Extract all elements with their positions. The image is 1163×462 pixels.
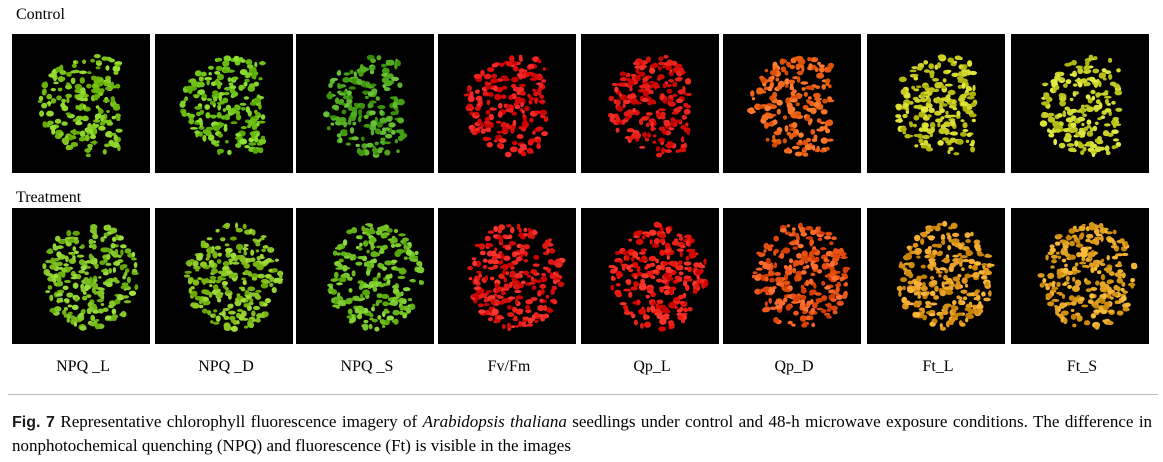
fluorescence-image-treatment-3 xyxy=(296,208,434,344)
fluorescence-image-treatment-2 xyxy=(155,208,293,344)
seedling-fluorescence-image xyxy=(1037,222,1138,330)
fluorescence-image-treatment-8 xyxy=(1011,208,1149,344)
column-label: Qp_D xyxy=(774,358,814,375)
seedling-fluorescence-image xyxy=(896,220,995,331)
column-label: Fv/Fm xyxy=(487,358,531,375)
seedling-fluorescence-image xyxy=(751,222,851,328)
seedling-fluorescence-image xyxy=(608,221,709,332)
caption-text-after: seedlings under control and 48-h microwa… xyxy=(12,412,1153,455)
seedling-fluorescence-image xyxy=(607,55,692,158)
seedling-fluorescence-image xyxy=(895,54,978,156)
fluorescence-image-control-8 xyxy=(1011,34,1149,173)
fluorescence-image-control-4 xyxy=(438,34,576,173)
seedling-fluorescence-image xyxy=(183,222,284,332)
seedling-fluorescence-image xyxy=(323,54,408,158)
seedling-fluorescence-image xyxy=(463,54,549,158)
row-label-control: Control xyxy=(16,6,65,23)
seedling-fluorescence-image xyxy=(42,224,139,331)
column-label: Qp_L xyxy=(633,358,671,375)
column-label: Ft_L xyxy=(922,358,954,375)
fluorescence-image-treatment-4 xyxy=(438,208,576,344)
fluorescence-image-control-1 xyxy=(12,34,150,173)
fluorescence-image-control-7 xyxy=(867,34,1005,173)
seedling-fluorescence-image xyxy=(467,223,566,332)
column-label: Ft_S xyxy=(1066,358,1098,375)
fluorescence-image-control-6 xyxy=(723,34,861,173)
column-label: NPQ _L xyxy=(56,358,110,375)
seedling-fluorescence-image xyxy=(37,54,123,158)
column-label: NPQ _S xyxy=(340,358,394,375)
fluorescence-image-treatment-1 xyxy=(12,208,150,344)
seedling-fluorescence-image xyxy=(747,55,835,157)
fluorescence-image-control-2 xyxy=(155,34,293,173)
column-label: NPQ _D xyxy=(198,358,254,375)
caption-divider xyxy=(8,394,1158,395)
caption-label: Fig. 7 xyxy=(12,414,55,431)
row-label-treatment: Treatment xyxy=(16,189,82,206)
fluorescence-image-control-3 xyxy=(296,34,434,173)
caption-species: Arabidopsis thaliana xyxy=(422,412,567,431)
seedling-fluorescence-image xyxy=(1039,54,1123,157)
fluorescence-image-treatment-6 xyxy=(723,208,861,344)
fluorescence-image-treatment-7 xyxy=(867,208,1005,344)
fluorescence-image-treatment-5 xyxy=(581,208,719,344)
seedling-fluorescence-image xyxy=(327,223,425,332)
seedling-fluorescence-image xyxy=(179,55,267,156)
fluorescence-image-control-5 xyxy=(581,34,719,173)
caption-text-before: Representative chlorophyll fluorescence … xyxy=(60,412,418,431)
figure-caption: Fig. 7 Representative chlorophyll fluore… xyxy=(12,410,1152,457)
